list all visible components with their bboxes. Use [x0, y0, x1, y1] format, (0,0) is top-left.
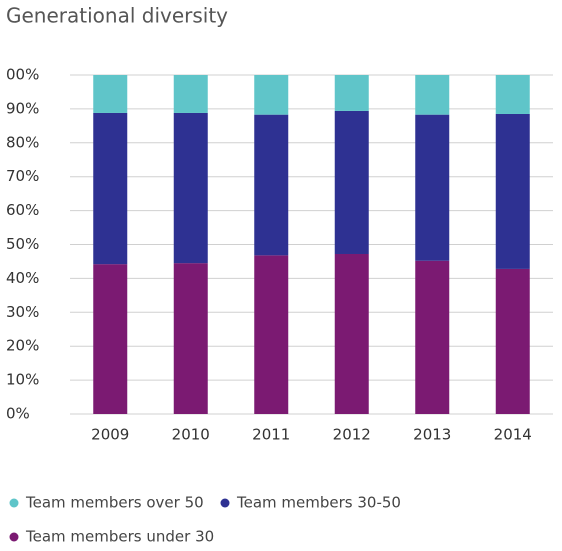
- bar-segment: [415, 260, 450, 414]
- y-tick-label: 80%: [6, 133, 39, 151]
- bar-segment: [254, 114, 289, 256]
- bar-segment: [334, 75, 369, 111]
- y-tick-label: 70%: [6, 167, 39, 185]
- y-tick-label: 30%: [6, 303, 39, 321]
- y-tick-label: 60%: [6, 201, 39, 219]
- x-tick-label: 2010: [172, 426, 210, 444]
- bar-segment: [415, 75, 450, 115]
- bar-segment: [495, 113, 530, 269]
- legend-marker: [220, 498, 230, 508]
- y-tick-label: 00%: [6, 66, 39, 84]
- x-tick-label: 2012: [333, 426, 371, 444]
- bar-segment: [173, 112, 208, 264]
- bar-segment: [254, 75, 289, 115]
- bar-segment: [254, 255, 289, 414]
- y-tick-label: 20%: [6, 337, 39, 355]
- bar-segment: [495, 75, 530, 114]
- x-tick-label: 2009: [91, 426, 129, 444]
- chart-title: Generational diversity: [6, 4, 228, 28]
- legend-label: Team members over 50: [25, 494, 204, 512]
- legend-marker: [9, 498, 19, 508]
- y-tick-label: 90%: [6, 99, 39, 117]
- legend-marker: [9, 532, 19, 542]
- y-tick-label: 0%: [6, 405, 30, 423]
- bar-segment: [93, 75, 128, 113]
- bar-segment: [93, 112, 128, 265]
- bar-segment: [334, 110, 369, 254]
- x-tick-label: 2011: [252, 426, 290, 444]
- legend-label: Team members under 30: [25, 528, 214, 546]
- bar-segment: [173, 263, 208, 414]
- x-tick-label: 2014: [494, 426, 532, 444]
- y-tick-label: 40%: [6, 269, 39, 287]
- bar-segment: [173, 75, 208, 113]
- bar-segment: [495, 268, 530, 414]
- y-tick-label: 10%: [6, 371, 39, 389]
- y-tick-label: 50%: [6, 235, 39, 253]
- x-tick-label: 2013: [413, 426, 451, 444]
- bar-segment: [93, 264, 128, 414]
- bar-segment: [334, 253, 369, 414]
- bar-segment: [415, 114, 450, 261]
- legend-label: Team members 30-50: [236, 494, 401, 512]
